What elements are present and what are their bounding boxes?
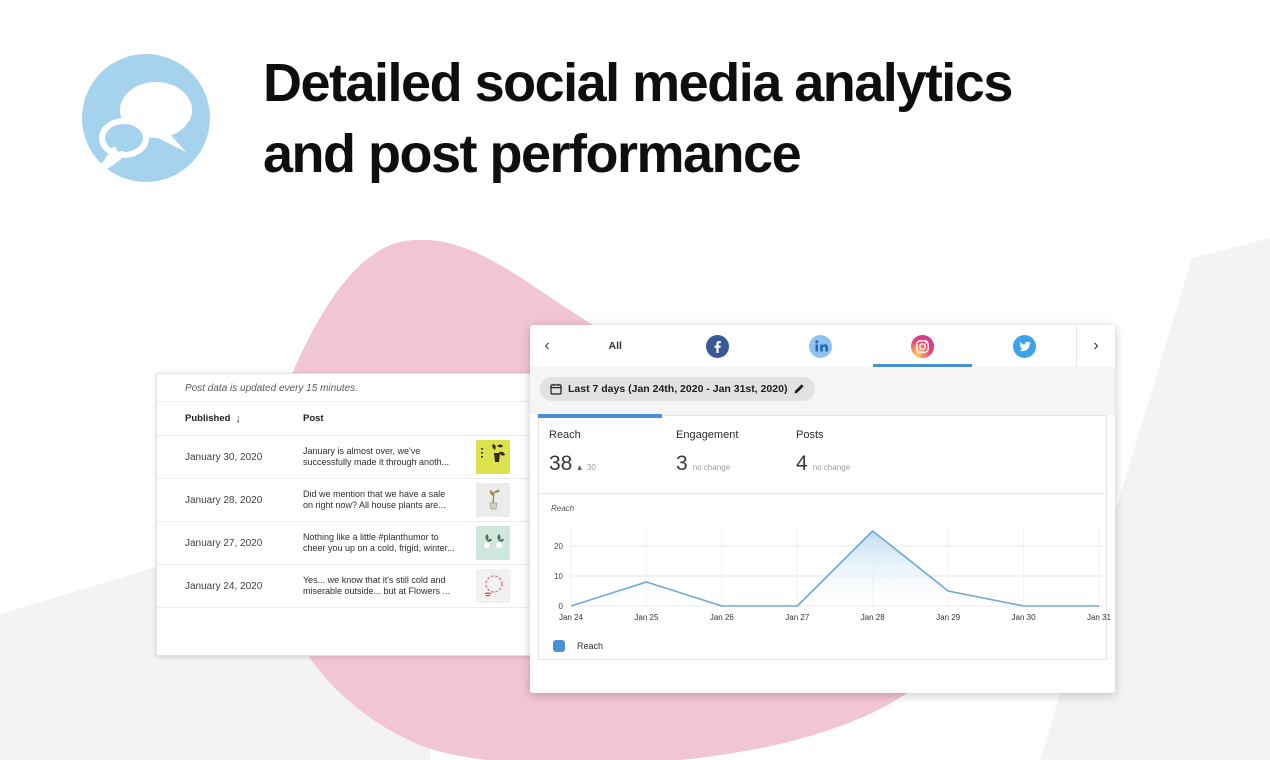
metric-reach[interactable]: Reach 38 ▴ 30: [549, 429, 596, 476]
column-post: Post: [303, 413, 324, 424]
post-date: January 30, 2020: [185, 451, 263, 463]
tab-all[interactable]: All: [564, 325, 666, 367]
facebook-icon: [706, 334, 730, 358]
table-row[interactable]: January 28, 2020 Did we mention that we …: [157, 479, 544, 522]
post-text-line: on right now? All house plants are...: [303, 500, 446, 510]
chevron-left-icon: ‹: [544, 337, 550, 354]
legend-item[interactable]: Reach: [553, 640, 603, 652]
post-text-line: Nothing like a little #planthumor to: [303, 532, 439, 542]
tab-twitter[interactable]: [974, 325, 1076, 367]
table-header: Published ↓ Post: [157, 402, 544, 436]
post-date: January 28, 2020: [185, 494, 263, 506]
up-caret-icon: ▴: [577, 462, 582, 472]
post-text-line: Did we mention that we have a sale: [303, 489, 446, 499]
post-text-line: January is almost over, we've: [303, 446, 421, 456]
table-row[interactable]: January 27, 2020 Nothing like a little #…: [157, 522, 544, 565]
metric-delta: no change: [812, 463, 851, 472]
post-thumbnail: [476, 569, 510, 603]
date-range-label: Last 7 days (Jan 24th, 2020 - Jan 31st, …: [568, 383, 788, 395]
instagram-icon: [910, 334, 934, 358]
platform-tabs: All: [564, 325, 1076, 367]
tabs-next-button[interactable]: ›: [1076, 325, 1115, 367]
posts-table-card: Post data is updated every 15 minutes. P…: [156, 373, 545, 656]
post-text-line: successfully made it through anoth...: [303, 457, 450, 467]
sort-desc-icon[interactable]: ↓: [235, 412, 241, 425]
post-thumbnail: [476, 440, 510, 474]
svg-text:Jan 28: Jan 28: [861, 613, 886, 622]
house-plant-image: [489, 489, 500, 510]
selected-metric-indicator: [538, 414, 662, 418]
update-note: Post data is updated every 15 minutes.: [157, 374, 544, 402]
svg-text:Jan 26: Jan 26: [710, 613, 735, 622]
metrics-row: Reach 38 ▴ 30 Engagement 3 no change Pos: [539, 416, 1106, 494]
metric-label: Reach: [549, 429, 581, 441]
tab-instagram[interactable]: [871, 325, 973, 367]
metrics-panel: Reach 38 ▴ 30 Engagement 3 no change Pos: [538, 414, 1112, 660]
chat-bubbles-icon: [82, 54, 210, 182]
post-text: Did we mention that we have a sale on ri…: [303, 489, 469, 511]
calendar-icon: [550, 383, 562, 395]
metric-label: Posts: [796, 429, 824, 441]
page-title: Detailed social media analytics and post…: [263, 48, 1163, 190]
date-range-chip[interactable]: Last 7 days (Jan 24th, 2020 - Jan 31st, …: [540, 377, 816, 401]
post-text-line: cheer you up on a cold, frigid, winter..…: [303, 543, 455, 553]
svg-text:Jan 24: Jan 24: [559, 613, 584, 622]
post-thumbnail: [476, 526, 510, 560]
svg-text:0: 0: [559, 602, 564, 611]
metric-value: 38: [549, 452, 573, 475]
svg-text:20: 20: [554, 542, 563, 551]
svg-text:Jan 31: Jan 31: [1087, 613, 1112, 622]
svg-text:10: 10: [554, 572, 563, 581]
svg-text:Jan 27: Jan 27: [785, 613, 810, 622]
post-thumbnail: [476, 483, 510, 517]
chevron-right-icon: ›: [1093, 337, 1099, 354]
active-tab-indicator: [873, 364, 972, 367]
tab-all-label: All: [608, 340, 622, 352]
post-text-line: miserable outside... but at Flowers ...: [303, 586, 451, 596]
page-title-line2: and post performance: [263, 124, 802, 184]
svg-text:Jan 29: Jan 29: [936, 613, 961, 622]
plant-pair-image: [484, 534, 504, 548]
post-text: January is almost over, we've successful…: [303, 446, 469, 468]
reach-chart-area: Reach 0 10 20 Jan 24 Jan 25 Jan 26 Jan 27 Jan 2…: [539, 494, 1112, 660]
svg-text:Jan 25: Jan 25: [634, 613, 659, 622]
legend-label: Reach: [577, 641, 604, 651]
metric-engagement[interactable]: Engagement 3 no change: [676, 429, 738, 476]
plant-poster-image: [481, 444, 505, 462]
metric-posts[interactable]: Posts 4 no change: [796, 429, 850, 476]
platform-tabbar: ‹ All: [530, 325, 1115, 368]
reach-area-chart: 0 10 20 Jan 24 Jan 25 Jan 26 Jan 27 Jan 28 Jan 2…: [554, 526, 1112, 622]
twitter-icon: [1013, 334, 1037, 358]
post-text-line: Yes... we know that it's still cold and: [303, 575, 446, 585]
page-title-line1: Detailed social media analytics: [263, 53, 1013, 113]
metric-value: 3: [676, 452, 688, 475]
chart-title: Reach: [551, 504, 575, 513]
table-row[interactable]: January 30, 2020 January is almost over,…: [157, 436, 544, 479]
legend-swatch-reach: [553, 640, 565, 652]
post-text: Nothing like a little #planthumor to che…: [303, 532, 469, 554]
column-published-label: Published: [185, 413, 231, 424]
tab-facebook[interactable]: [666, 325, 768, 367]
svg-text:Jan 30: Jan 30: [1012, 613, 1037, 622]
column-published[interactable]: Published ↓: [185, 413, 275, 425]
edit-pencil-icon[interactable]: [793, 383, 805, 395]
wreath-image: [484, 575, 503, 597]
metric-value: 4: [796, 452, 808, 475]
post-date: January 27, 2020: [185, 537, 263, 549]
tabs-prev-button[interactable]: ‹: [530, 325, 564, 367]
metric-delta: 30: [586, 463, 596, 472]
metric-label: Engagement: [676, 429, 739, 441]
tab-linkedin[interactable]: [769, 325, 871, 367]
post-text: Yes... we know that it's still cold and …: [303, 575, 469, 597]
metric-delta: no change: [692, 463, 731, 472]
table-row[interactable]: January 24, 2020 Yes... we know that it'…: [157, 565, 544, 608]
linkedin-icon: [808, 334, 832, 358]
analytics-card: ‹ All: [530, 325, 1115, 693]
post-date: January 24, 2020: [185, 580, 263, 592]
